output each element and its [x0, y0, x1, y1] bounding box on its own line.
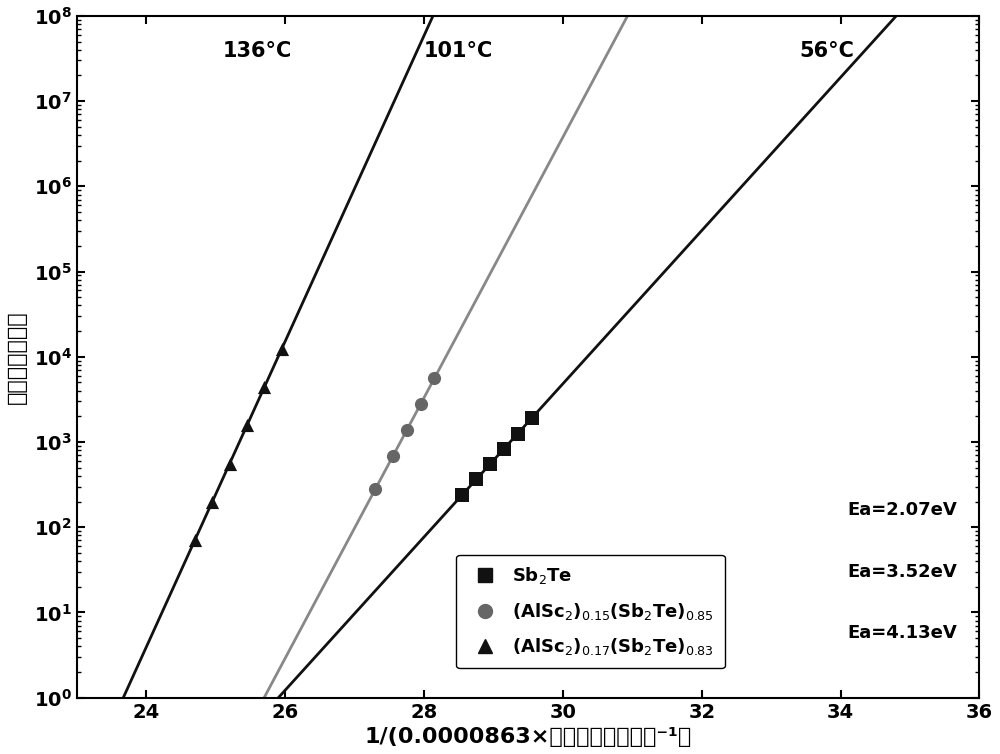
Point: [274, 343, 290, 355]
Point: [187, 534, 203, 546]
Point: [204, 495, 220, 507]
Text: Ea=4.13eV: Ea=4.13eV: [847, 624, 957, 642]
Point: [524, 412, 540, 425]
X-axis label: 1/(0.0000863×温度）（电子伏特⁻¹）: 1/(0.0000863×温度）（电子伏特⁻¹）: [365, 727, 692, 747]
Point: [468, 474, 484, 486]
Point: [482, 458, 498, 470]
Point: [222, 458, 238, 470]
Point: [256, 381, 272, 393]
Y-axis label: 失效时间（秒）: 失效时间（秒）: [7, 310, 27, 403]
Point: [399, 425, 415, 437]
Point: [496, 443, 512, 455]
Point: [426, 372, 442, 384]
Text: Ea=2.07eV: Ea=2.07eV: [847, 501, 957, 520]
Legend: Sb$_2$Te, (AlSc$_2$)$_{0.15}$(Sb$_2$Te)$_{0.85}$, (AlSc$_2$)$_{0.17}$(Sb$_2$Te)$: Sb$_2$Te, (AlSc$_2$)$_{0.15}$(Sb$_2$Te)$…: [456, 555, 725, 668]
Text: 101°C: 101°C: [424, 41, 493, 62]
Text: 56°C: 56°C: [799, 41, 854, 62]
Text: 136°C: 136°C: [223, 41, 292, 62]
Point: [239, 419, 255, 431]
Point: [510, 428, 526, 440]
Point: [385, 450, 401, 462]
Point: [367, 483, 383, 495]
Point: [454, 489, 470, 501]
Point: [413, 398, 429, 410]
Text: Ea=3.52eV: Ea=3.52eV: [847, 562, 957, 581]
